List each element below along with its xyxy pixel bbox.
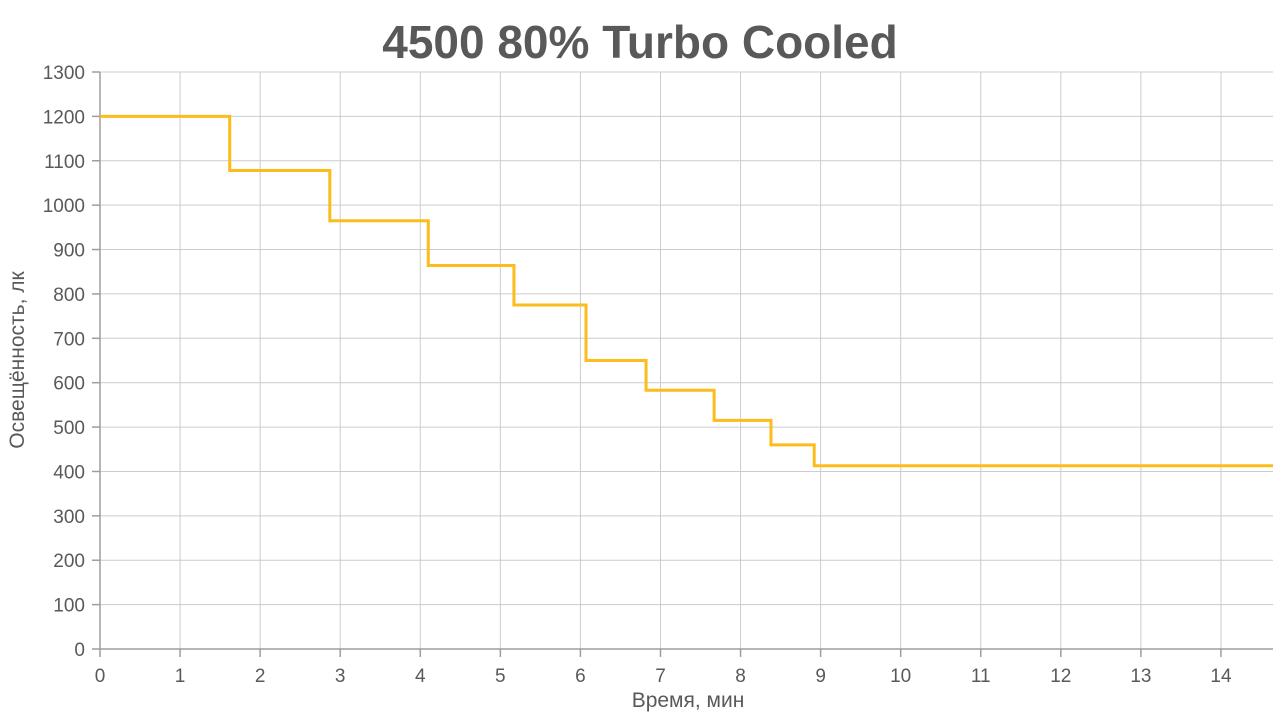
x-tick-label: 11 — [971, 666, 991, 687]
y-tick-label: 500 — [53, 418, 85, 439]
y-axis-title: Освещённость, лк — [6, 270, 29, 448]
y-tick-label: 1300 — [43, 63, 85, 84]
tick-labels: 0100200300400500600700800900100011001200… — [43, 63, 1232, 687]
x-tick-label: 14 — [1210, 666, 1232, 687]
x-tick-label: 0 — [95, 666, 106, 687]
x-tick-label: 1 — [175, 666, 186, 687]
x-tick-label: 9 — [815, 666, 826, 687]
x-tick-label: 7 — [655, 666, 666, 687]
x-tick-label: 4 — [415, 666, 426, 687]
y-tick-label: 1200 — [43, 107, 85, 128]
y-tick-label: 100 — [53, 596, 85, 617]
chart-title: 4500 80% Turbo Cooled — [382, 16, 898, 68]
axes — [92, 71, 1273, 657]
y-tick-label: 600 — [53, 374, 85, 395]
y-tick-label: 200 — [53, 551, 85, 572]
x-tick-label: 8 — [735, 666, 746, 687]
y-tick-label: 900 — [53, 241, 85, 262]
x-tick-label: 10 — [890, 666, 911, 687]
y-tick-label: 700 — [53, 329, 85, 350]
y-tick-label: 1100 — [44, 152, 85, 173]
x-tick-label: 5 — [495, 666, 506, 687]
x-tick-label: 13 — [1130, 666, 1151, 687]
y-tick-label: 800 — [53, 285, 85, 306]
x-tick-label: 6 — [575, 666, 586, 687]
series-group — [100, 114, 1273, 468]
y-tick-label: 400 — [53, 462, 85, 483]
y-tick-label: 1000 — [43, 196, 85, 217]
x-axis-title: Время, мин — [632, 689, 745, 712]
series-line — [100, 114, 1273, 468]
y-tick-label: 0 — [74, 640, 85, 661]
x-tick-label: 2 — [255, 666, 266, 687]
x-tick-label: 12 — [1050, 666, 1071, 687]
grid — [100, 71, 1273, 649]
x-tick-label: 3 — [335, 666, 346, 687]
y-tick-label: 300 — [53, 507, 85, 528]
